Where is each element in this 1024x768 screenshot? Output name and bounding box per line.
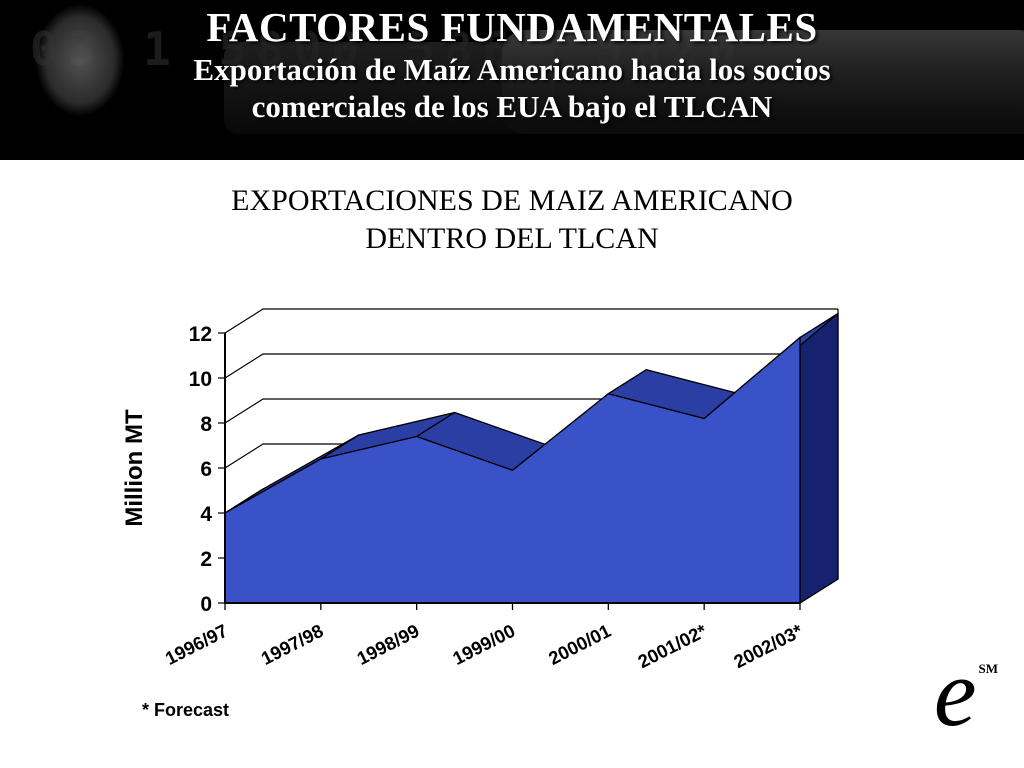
area-front-face <box>224 336 801 604</box>
y-tick-label: 2 <box>200 548 212 571</box>
y-tick-label: 12 <box>189 323 212 346</box>
x-tick-label: 1996/97 <box>162 620 231 669</box>
x-tick-label: 2001/02* <box>634 619 710 672</box>
y-tick-label: 10 <box>189 368 212 391</box>
area-chart-svg: 0 2 4 6 8 10 12 1996/97 1997/98 1998/99 1999/00 200… <box>121 308 839 672</box>
x-tick-label: 1998/99 <box>353 620 422 669</box>
chart-title: EXPORTACIONES DE MAIZ AMERICANO DENTRO D… <box>0 182 1024 258</box>
area-side-face <box>799 312 839 605</box>
x-tick-label: 2002/03* <box>730 619 806 672</box>
y-tick-label: 4 <box>200 503 212 526</box>
x-tick-label: 1999/00 <box>449 620 518 669</box>
y-axis-title: Million MT <box>121 409 148 527</box>
slide-subtitle-line1: Exportación de Maíz Americano hacia los … <box>193 52 831 87</box>
header-text: FACTORES FUNDAMENTALES Exportación de Ma… <box>0 0 1024 125</box>
logo-sm-superscript: SM <box>978 661 999 676</box>
area-series <box>224 312 839 605</box>
y-tick-label: 0 <box>200 593 212 616</box>
header-background-photo: 03 1 5800 5860 5820 <box>0 0 1024 160</box>
train-car-silhouette-rear <box>224 42 554 134</box>
forecast-footnote: * Forecast <box>142 700 230 720</box>
x-tick-label: 2000/01 <box>545 620 614 669</box>
slide-subtitle-line2: comerciales de los EUA bajo el TLCAN <box>251 89 773 124</box>
x-tick-label: 1997/98 <box>258 620 327 669</box>
chart-area: 0 2 4 6 8 10 12 1996/97 1997/98 1998/99 1999/00 200… <box>90 295 880 695</box>
slide-title: FACTORES FUNDAMENTALES <box>206 4 818 50</box>
logo-e-glyph: e <box>933 639 977 746</box>
chart-title-line2: DENTRO DEL TLCAN <box>365 222 659 255</box>
chart-axes <box>224 333 801 610</box>
slide-subtitle: Exportación de Maíz Americano hacia los … <box>0 51 1024 125</box>
person-silhouette <box>10 0 180 160</box>
y-tick-label: 6 <box>200 458 212 481</box>
company-logo: e SM <box>934 645 999 741</box>
y-tick-label: 8 <box>200 413 212 436</box>
chart-title-line1: EXPORTACIONES DE MAIZ AMERICANO <box>231 184 793 217</box>
header-banner: 03 1 5800 5860 5820 FACTORES FUNDAMENTAL… <box>0 0 1024 160</box>
train-car-silhouette <box>502 30 1024 134</box>
